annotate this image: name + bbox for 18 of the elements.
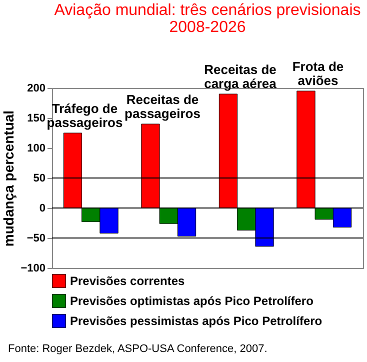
legend-label: Previsões pessimistas após Pico Petrolífero (70, 314, 322, 328)
y-tick-label: 150 (27, 112, 46, 124)
y-tick-label: 50 (33, 172, 46, 184)
legend-label: Previsões optimistas após Pico Petrolífero (70, 294, 314, 308)
y-tick-label: −50 (26, 232, 46, 244)
y-axis-title: mudança percentual (0, 110, 17, 247)
x-tick-label: Frota de aviões (292, 59, 344, 88)
x-tick-label: Tráfego de passageiros (46, 101, 123, 130)
x-tick-label: Receitas de passageiros (124, 92, 200, 121)
y-tick-label: 0 (39, 202, 46, 214)
y-tick-label: 200 (27, 82, 46, 94)
chart-title: Aviação mundial: três cenários previsionais (54, 2, 361, 19)
x-tick-label: Receitas de carga aérea (204, 62, 278, 91)
y-tick-label: −100 (20, 262, 46, 274)
source-note: Fonte: Roger Bezdek, ASPO-USA Conference, 2007. (8, 343, 268, 355)
chart-subtitle: 2008-2026 (169, 19, 246, 36)
y-tick-label: 100 (27, 142, 46, 154)
legend-label: Previsões correntes (70, 274, 186, 288)
